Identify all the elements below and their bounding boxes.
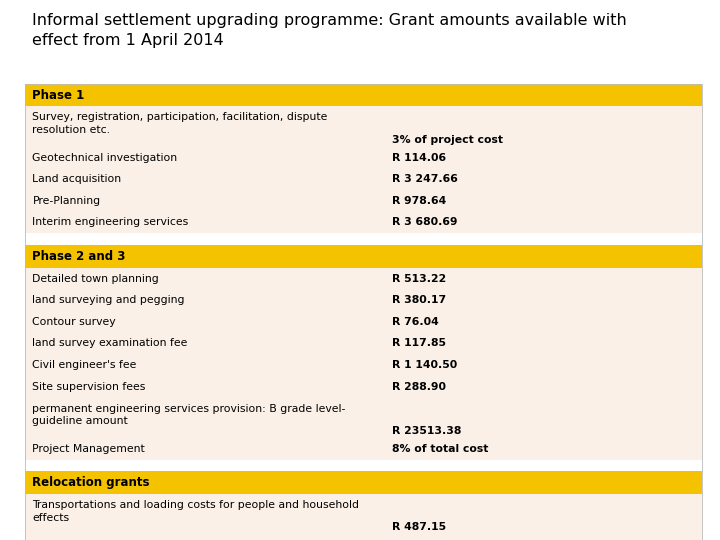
Bar — [25, 212, 702, 233]
Text: 8% of total cost: 8% of total cost — [392, 444, 489, 454]
Text: R 76.04: R 76.04 — [392, 317, 439, 327]
Text: Project Management: Project Management — [32, 444, 145, 454]
Bar — [25, 494, 702, 535]
Bar — [25, 311, 702, 333]
Text: Interim engineering services: Interim engineering services — [32, 218, 189, 227]
Text: R 380.17: R 380.17 — [392, 295, 446, 305]
Text: R 3 247.66: R 3 247.66 — [392, 174, 458, 184]
Text: Phase 2 and 3: Phase 2 and 3 — [32, 250, 126, 263]
Text: R 114.06: R 114.06 — [392, 153, 446, 163]
Text: R 487.15: R 487.15 — [392, 522, 446, 532]
Text: R 117.85: R 117.85 — [392, 339, 446, 348]
Text: R 1 140.50: R 1 140.50 — [392, 360, 458, 370]
Bar — [25, 397, 702, 438]
Bar — [25, 333, 702, 354]
Bar — [25, 233, 702, 245]
Text: permanent engineering services provision: B grade level-
guideline amount: permanent engineering services provision… — [32, 403, 346, 426]
Text: Civil engineer's fee: Civil engineer's fee — [32, 360, 137, 370]
Bar — [25, 438, 702, 460]
Bar — [25, 376, 702, 397]
Bar — [25, 245, 702, 268]
Bar — [25, 190, 702, 212]
Text: R 978.64: R 978.64 — [392, 196, 446, 206]
Text: Detailed town planning: Detailed town planning — [32, 274, 159, 284]
Bar — [25, 84, 702, 106]
Text: Site supervision fees: Site supervision fees — [32, 382, 145, 392]
Bar — [25, 268, 702, 289]
Text: R 513.22: R 513.22 — [392, 274, 446, 284]
Text: land survey examination fee: land survey examination fee — [32, 339, 188, 348]
Bar — [25, 535, 702, 540]
Text: Survey, registration, participation, facilitation, dispute
resolution etc.: Survey, registration, participation, fac… — [32, 112, 328, 135]
Bar — [25, 471, 702, 494]
Bar — [25, 106, 702, 147]
Text: Pre-Planning: Pre-Planning — [32, 196, 101, 206]
Text: Transportations and loading costs for people and household
effects: Transportations and loading costs for pe… — [32, 500, 359, 523]
Bar — [25, 168, 702, 190]
Text: Phase 1: Phase 1 — [32, 89, 85, 102]
Text: Geotechnical investigation: Geotechnical investigation — [32, 153, 178, 163]
Text: Land acquisition: Land acquisition — [32, 174, 122, 184]
Text: Informal settlement upgrading programme: Grant amounts available with
effect fro: Informal settlement upgrading programme:… — [32, 14, 627, 48]
Bar — [25, 460, 702, 471]
Bar — [25, 147, 702, 168]
Text: land surveying and pegging: land surveying and pegging — [32, 295, 185, 305]
Bar — [25, 354, 702, 376]
Text: Relocation grants: Relocation grants — [32, 476, 150, 489]
Text: R 3 680.69: R 3 680.69 — [392, 218, 458, 227]
Bar — [25, 289, 702, 311]
Text: R 23513.38: R 23513.38 — [392, 426, 462, 436]
Text: Contour survey: Contour survey — [32, 317, 116, 327]
Text: R 288.90: R 288.90 — [392, 382, 446, 392]
Text: 3% of project cost: 3% of project cost — [392, 134, 503, 145]
